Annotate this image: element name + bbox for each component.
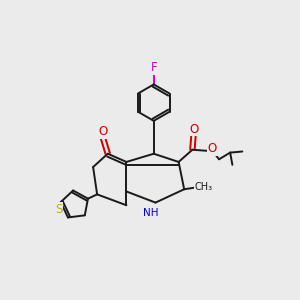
Text: O: O xyxy=(98,125,107,138)
Text: CH₃: CH₃ xyxy=(194,182,213,193)
Text: F: F xyxy=(150,61,157,74)
Text: O: O xyxy=(208,142,217,155)
Text: NH: NH xyxy=(143,208,159,218)
Text: O: O xyxy=(189,123,198,136)
Text: S: S xyxy=(55,203,62,216)
